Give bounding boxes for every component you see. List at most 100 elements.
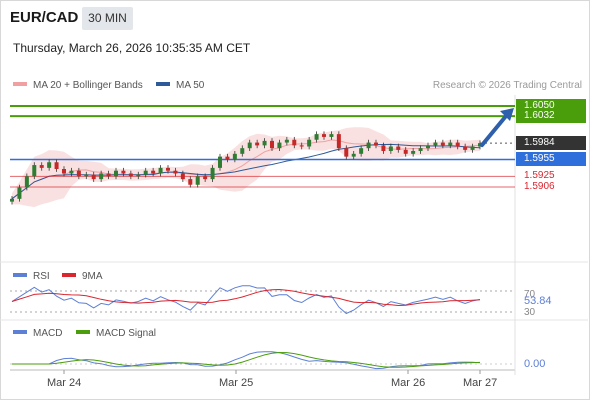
candle-body [255, 142, 260, 146]
candle-body [62, 169, 66, 174]
candle-body [166, 167, 170, 171]
swatch-rsi [13, 273, 27, 278]
support-tag-2: 1.5906 [524, 181, 555, 192]
legend-bollinger-label: MA 20 + Bollinger Bands [33, 80, 143, 91]
candle-body [17, 187, 22, 199]
bollinger-band [12, 127, 480, 208]
candle-body [351, 153, 356, 157]
candle-body [277, 142, 282, 149]
candle-body [411, 151, 416, 154]
candle-body [292, 139, 297, 146]
candle-body [225, 156, 230, 160]
candle-body [448, 142, 453, 146]
candle-body [10, 198, 14, 202]
candle-body [440, 142, 445, 146]
macd-value: 0.00 [524, 358, 546, 370]
candle-body [188, 179, 193, 185]
legend-rsi: RSI [13, 271, 50, 282]
candle-body [433, 142, 438, 146]
candle-body [195, 176, 200, 185]
candle-body [240, 148, 245, 154]
credit-text: Research © 2026 Trading Central [432, 80, 582, 91]
timeframe-button[interactable]: 30 MIN [82, 7, 133, 30]
candle-body [173, 170, 178, 174]
candle-body [336, 134, 341, 149]
candle-body [463, 146, 468, 150]
candle-body [106, 173, 111, 177]
candle-body [426, 145, 430, 149]
pivot-tag: 1.5955 [516, 152, 586, 167]
legend-rsi-ma: 9MA [62, 271, 103, 282]
candle-body [455, 142, 460, 147]
legend-rsi-label: RSI [33, 271, 50, 282]
candle-body [76, 170, 81, 177]
candle-body [381, 145, 386, 151]
last-price-tag: 1.5984 [516, 136, 586, 151]
candle-body [84, 174, 89, 177]
candle-body [203, 176, 208, 180]
candle-body [151, 170, 156, 174]
x-label-mar27: Mar 27 [463, 377, 498, 389]
legend-macd-signal: MACD Signal [76, 328, 156, 339]
candle-body [32, 165, 37, 177]
candle-body [218, 156, 222, 168]
candle-body [366, 142, 371, 149]
macd-line [12, 351, 481, 370]
candle-body [388, 146, 393, 151]
ma50-line [11, 143, 481, 200]
x-label-mar26: Mar 26 [391, 377, 426, 389]
forecast-arrow [480, 114, 508, 148]
rsi-tick-30: 30 [524, 307, 536, 318]
candle-body [270, 140, 274, 149]
datetime-label: Thursday, March 26, 2026 10:35:35 AM CET [13, 41, 251, 55]
support-tag-1: 1.5925 [524, 170, 555, 182]
candle-body [91, 174, 96, 180]
pair-title: EUR/CAD [10, 9, 79, 26]
candle-body [136, 174, 141, 177]
legend-ma50: MA 50 [156, 80, 204, 91]
candle-body [314, 134, 319, 140]
swatch-macd [13, 330, 27, 335]
candle-body [262, 140, 267, 146]
candle-body [470, 146, 475, 150]
candle-body [180, 173, 185, 180]
candle-body [284, 139, 289, 143]
x-label-mar25: Mar 25 [219, 377, 254, 389]
candle-body [299, 145, 304, 147]
candle-body [121, 170, 126, 174]
candle-body [99, 173, 104, 180]
candle-body [329, 134, 334, 137]
candle-body [69, 170, 74, 174]
ma20-line [11, 139, 481, 200]
candle-body [359, 148, 364, 154]
swatch-ma50 [156, 82, 170, 87]
target-tag-2: 1.6032 [516, 109, 586, 124]
swatch-macd-signal [76, 330, 90, 335]
rsi-tick-70: 70 [524, 289, 536, 300]
legend-rsi-ma-label: 9MA [82, 271, 103, 282]
candle-body [478, 143, 482, 147]
x-label-mar24: Mar 24 [47, 377, 82, 389]
candle-body [24, 176, 29, 188]
candle-body [158, 167, 163, 174]
candle-body [374, 142, 378, 146]
candle-body [307, 139, 312, 147]
rsi-ma-line [11, 288, 481, 307]
legend-macd-signal-label: MACD Signal [96, 328, 157, 339]
legend-bollinger: MA 20 + Bollinger Bands [13, 80, 143, 91]
macd-signal-line [12, 351, 481, 368]
candle-body [418, 148, 423, 151]
candle-body [344, 148, 349, 157]
candle-body [128, 173, 133, 177]
candle-body [322, 134, 326, 137]
candle-body [54, 162, 59, 169]
forecast-arrowhead [500, 108, 514, 121]
swatch-bollinger [13, 82, 27, 87]
candle-body [114, 170, 118, 177]
candle-body [39, 165, 44, 168]
candle-body [247, 142, 252, 149]
rsi-value: 53.84 [524, 295, 552, 307]
candle-body [232, 153, 237, 160]
legend-macd-label: MACD [33, 328, 63, 339]
